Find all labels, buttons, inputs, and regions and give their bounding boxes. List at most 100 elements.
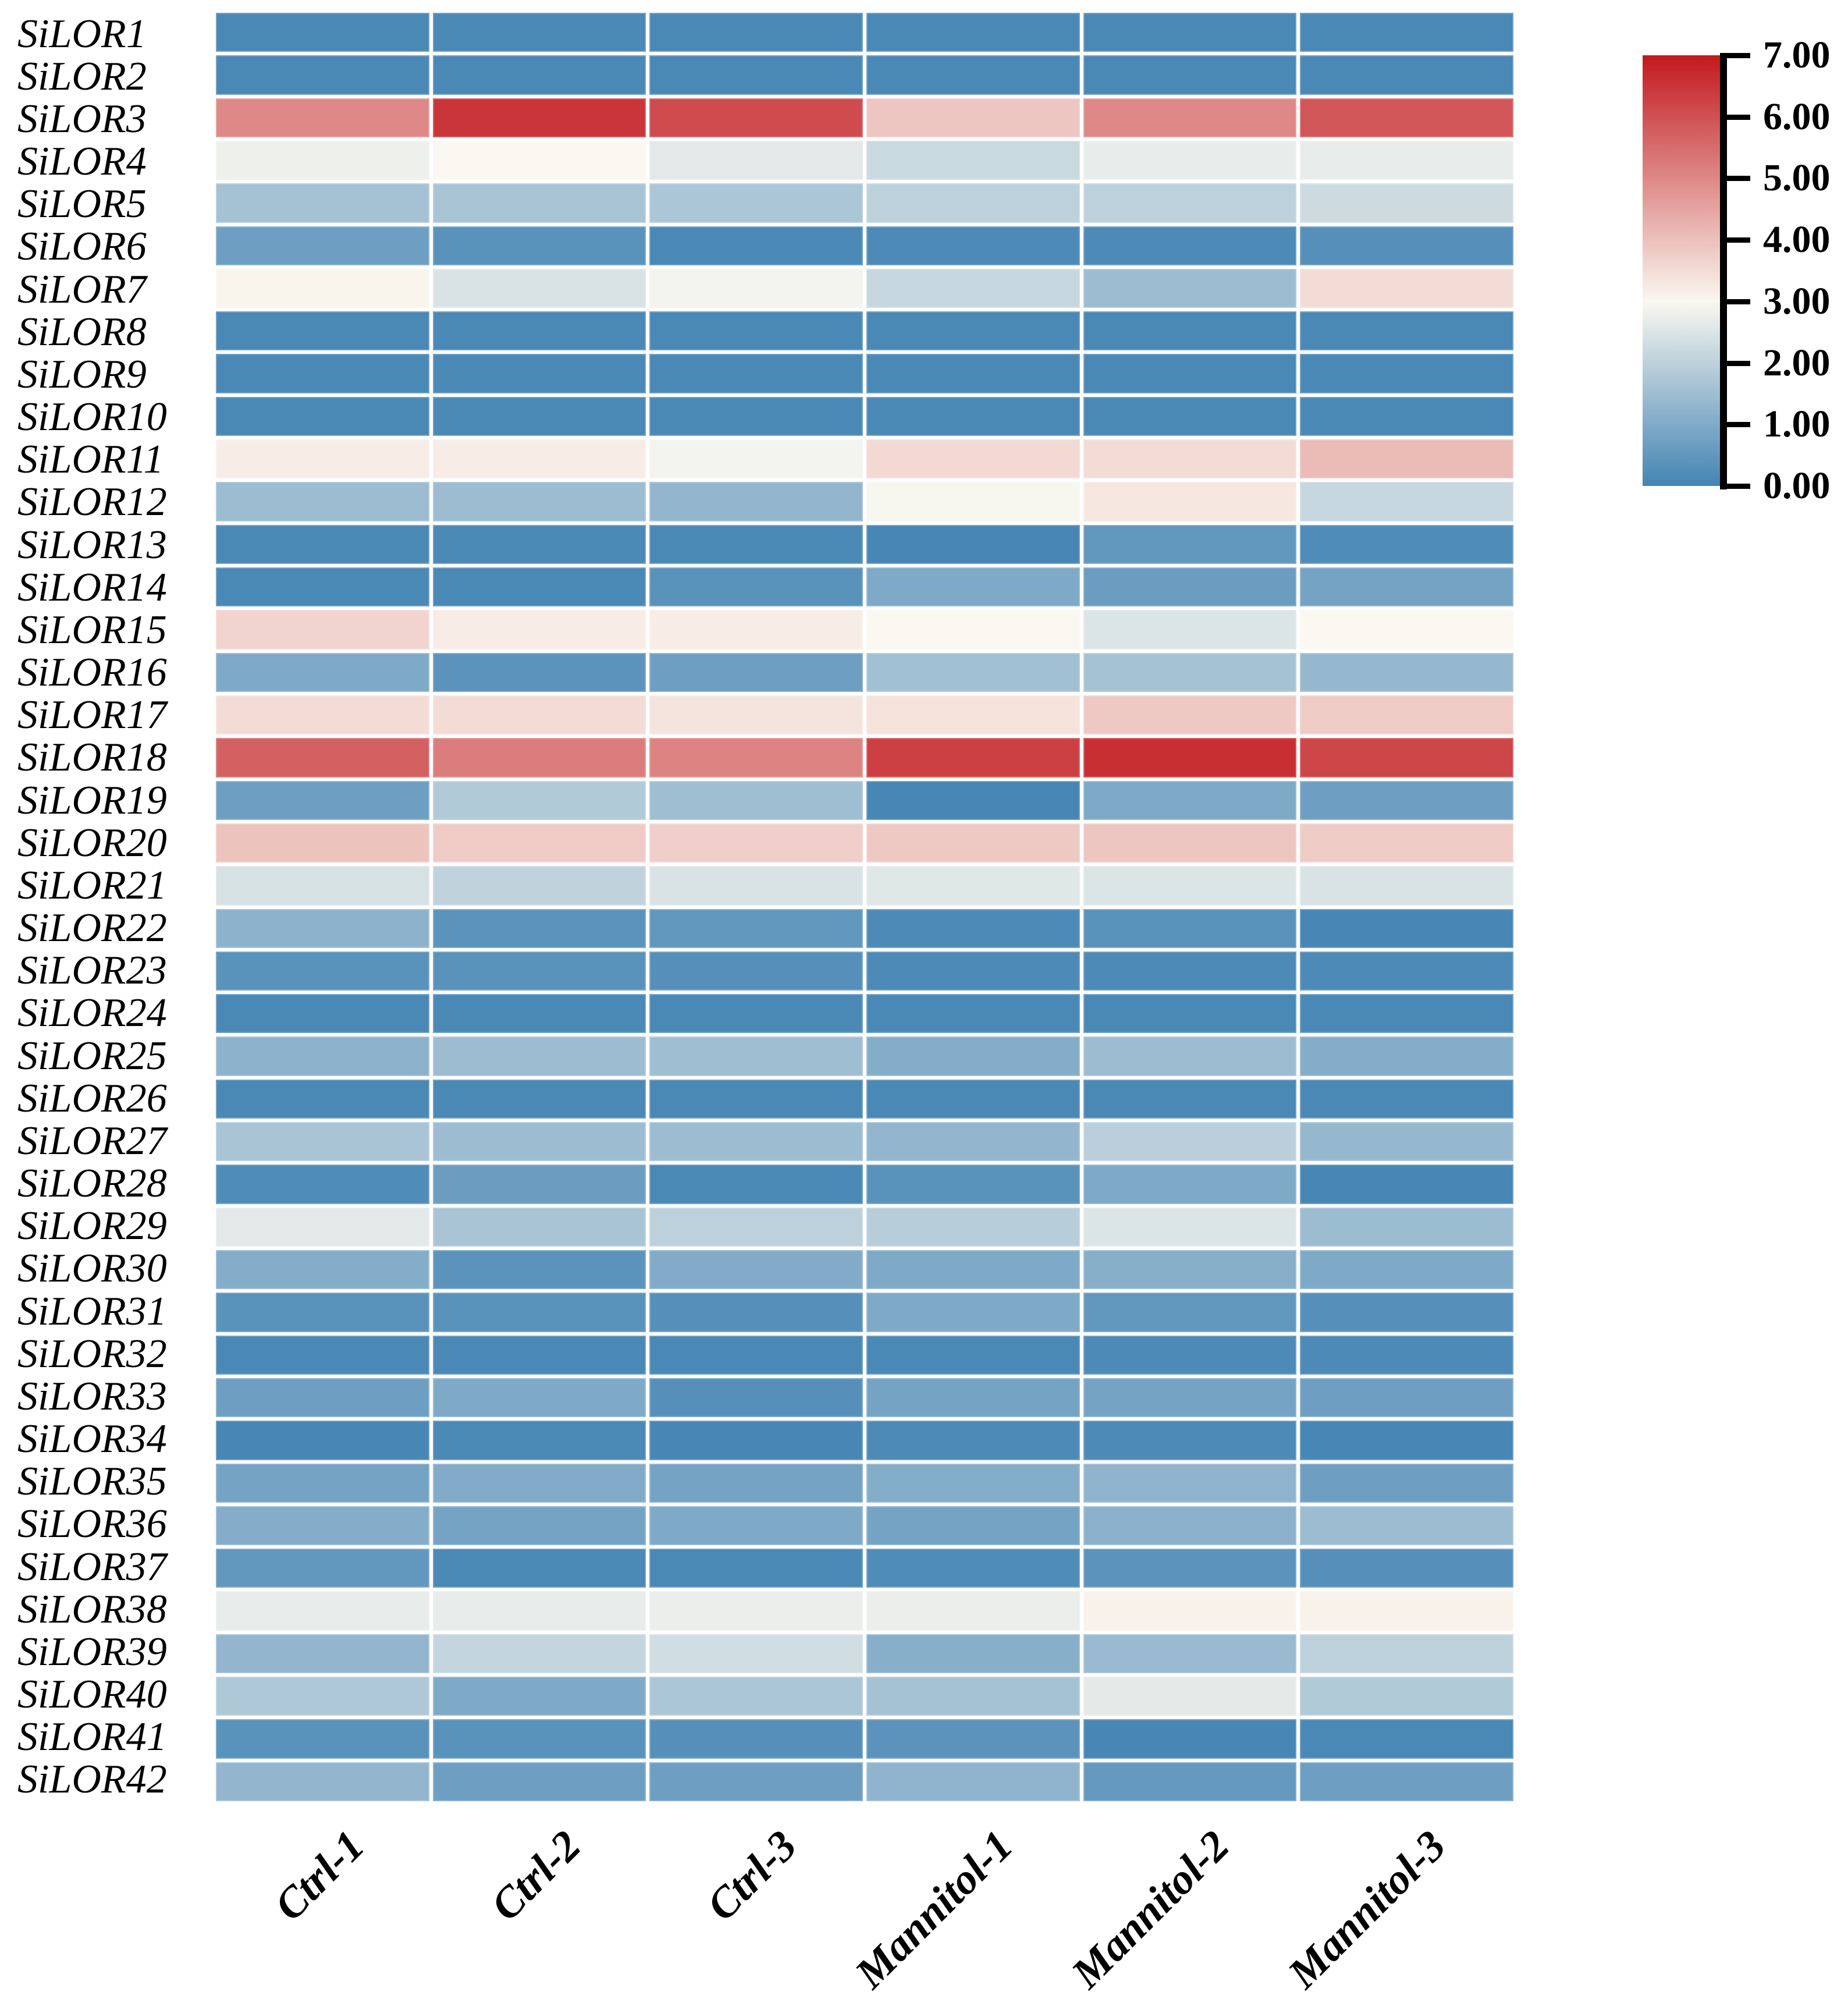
heatmap-cell (1083, 1250, 1297, 1290)
heatmap-cell (1083, 13, 1297, 52)
heatmap-cell (1083, 908, 1297, 948)
row-label: SiLOR29 (17, 1204, 167, 1249)
row-label: SiLOR20 (17, 820, 167, 865)
heatmap-cell (1300, 1506, 1513, 1546)
heatmap-cell (1300, 268, 1513, 308)
row-label: SiLOR28 (17, 1161, 167, 1206)
heatmap-cell (1083, 1762, 1297, 1801)
row-label: SiLOR10 (17, 395, 167, 440)
heatmap-cell (216, 1293, 429, 1332)
heatmap-cell (1083, 439, 1297, 479)
column-label: Mannitol-3 (1279, 1822, 1455, 1998)
row-label: SiLOR2 (17, 54, 147, 99)
heatmap-cell (216, 226, 429, 265)
heatmap-cell (432, 140, 646, 180)
heatmap-cell (866, 780, 1080, 820)
heatmap-cell (216, 1378, 429, 1418)
heatmap-cell (1300, 1037, 1513, 1076)
heatmap-cell (649, 1122, 863, 1162)
heatmap-cell (432, 1165, 646, 1204)
row-label: SiLOR24 (17, 991, 167, 1036)
heatmap-cell (1300, 1335, 1513, 1375)
heatmap-cell (432, 1250, 646, 1290)
heatmap-cell (432, 866, 646, 906)
heatmap-cell (866, 226, 1080, 265)
heatmap-cell (649, 1463, 863, 1503)
heatmap-cell (649, 1762, 863, 1801)
heatmap-cell (649, 1165, 863, 1204)
heatmap-cell (1300, 354, 1513, 393)
row-label: SiLOR3 (17, 96, 147, 141)
heatmap-cell (1083, 1335, 1297, 1375)
heatmap-cell (1083, 1293, 1297, 1332)
heatmap-cell (866, 482, 1080, 521)
heatmap-cell (1300, 823, 1513, 863)
heatmap-cell (216, 1719, 429, 1759)
row-label: SiLOR30 (17, 1246, 167, 1291)
heatmap-cell (432, 1122, 646, 1162)
colorbar-tick (1720, 360, 1750, 366)
colorbar-tick (1720, 114, 1750, 120)
heatmap-cell (432, 738, 646, 778)
heatmap-cell (1083, 140, 1297, 180)
heatmap-cell (1083, 1463, 1297, 1503)
heatmap-cell (649, 482, 863, 521)
column-label: Ctrl-1 (265, 1822, 374, 1930)
heatmap-cell (866, 1335, 1080, 1375)
heatmap-cell (1083, 226, 1297, 265)
heatmap-cell (1083, 1378, 1297, 1418)
heatmap-cell (649, 1207, 863, 1247)
heatmap-cell (866, 1037, 1080, 1076)
heatmap-cell (432, 1591, 646, 1631)
heatmap-cell (432, 1762, 646, 1801)
heatmap-cell (1083, 1037, 1297, 1076)
heatmap-cell (1300, 1250, 1513, 1290)
heatmap-cell (866, 1207, 1080, 1247)
heatmap-cell (866, 98, 1080, 137)
colorbar-tick (1720, 422, 1750, 428)
heatmap-cell (1300, 524, 1513, 565)
heatmap-cell (216, 738, 429, 778)
heatmap-cell (866, 396, 1080, 436)
heatmap-cell (432, 268, 646, 308)
heatmap-cell (866, 1250, 1080, 1290)
heatmap-cell (1300, 311, 1513, 351)
heatmap-cell (866, 1762, 1080, 1801)
heatmap-cell (1300, 908, 1513, 948)
colorbar-tick (1720, 299, 1750, 304)
heatmap-cell (432, 1207, 646, 1247)
heatmap-cell (432, 482, 646, 521)
heatmap-cell (649, 1634, 863, 1674)
heatmap-cell (649, 311, 863, 351)
heatmap-cell (216, 311, 429, 351)
row-label: SiLOR40 (17, 1672, 167, 1717)
row-label: SiLOR1 (17, 11, 147, 56)
colorbar-tick-label: 1.00 (1763, 403, 1831, 446)
heatmap-cell (216, 652, 429, 692)
heatmap-cell (1083, 396, 1297, 436)
heatmap-cell (649, 1719, 863, 1759)
colorbar-axis-line (1720, 53, 1727, 489)
row-label: SiLOR32 (17, 1331, 167, 1376)
heatmap-cell (216, 396, 429, 436)
heatmap-cell (649, 1079, 863, 1119)
heatmap-cell (1083, 866, 1297, 906)
heatmap-cell (216, 13, 429, 52)
row-label: SiLOR5 (17, 182, 147, 227)
heatmap-cell (1300, 1762, 1513, 1801)
heatmap-cell (866, 1079, 1080, 1119)
heatmap-cell (649, 1293, 863, 1332)
heatmap-cell (866, 610, 1080, 649)
heatmap-cell (432, 439, 646, 479)
heatmap-cell (1300, 652, 1513, 692)
heatmap-cell (649, 1335, 863, 1375)
row-label: SiLOR35 (17, 1459, 167, 1504)
heatmap-cell (1300, 1122, 1513, 1162)
heatmap-cell (866, 439, 1080, 479)
heatmap-cell (649, 140, 863, 180)
column-label: Ctrl-2 (481, 1822, 590, 1930)
heatmap-cell (866, 1591, 1080, 1631)
colorbar-tick (1720, 53, 1750, 58)
heatmap-cell (1300, 1207, 1513, 1247)
